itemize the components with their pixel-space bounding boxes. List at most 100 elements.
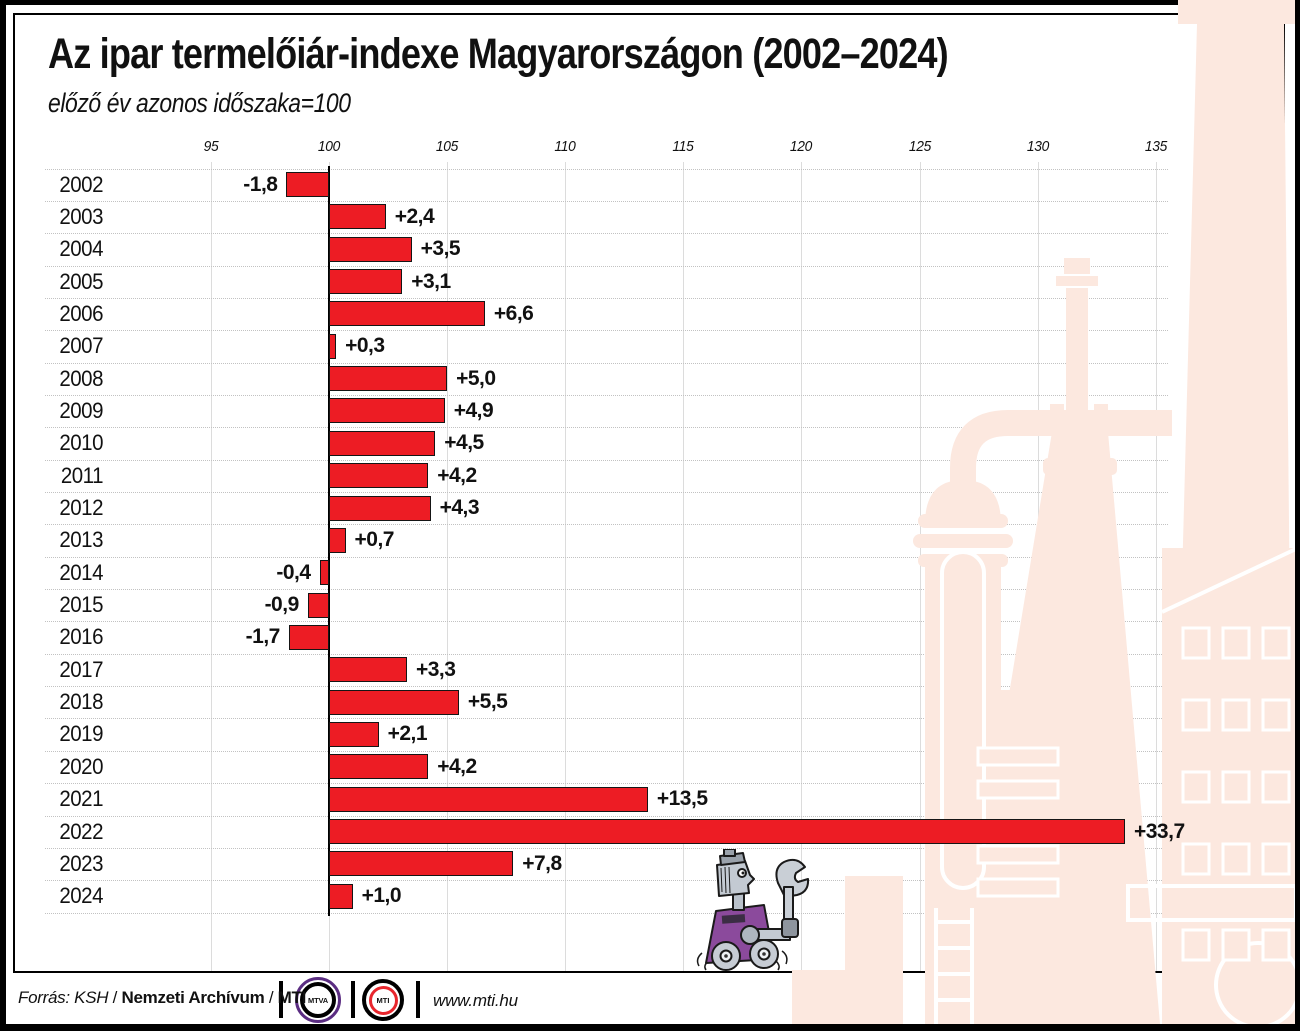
motion-line [781, 950, 788, 965]
year-label: 2009 [59, 397, 103, 423]
horizontal-gridline [45, 686, 1168, 688]
horizontal-gridline [45, 168, 1168, 170]
bar-2020 [329, 754, 429, 780]
horizontal-gridline [45, 589, 1168, 591]
horizontal-gridline [45, 427, 1168, 429]
source-credit: Forrás: KSH / Nemzeti Archívum / MTI [18, 988, 306, 1008]
bar-2017 [329, 657, 407, 683]
horizontal-gridline [45, 524, 1168, 526]
footer-divider [279, 981, 283, 1018]
bar-2007 [329, 333, 337, 359]
horizontal-gridline [45, 394, 1168, 396]
robot-mouth-slot [721, 914, 746, 924]
bar-value-label: +4,2 [437, 463, 477, 487]
horizontal-gridline [45, 362, 1168, 364]
bar-2023 [329, 851, 514, 877]
motion-line [696, 952, 703, 967]
horizontal-gridline [45, 297, 1168, 299]
bar-2016 [288, 624, 329, 650]
bar-value-label: +1,0 [361, 884, 402, 908]
horizontal-gridline [45, 783, 1168, 785]
mti-logo-text: MTI [376, 995, 390, 1005]
year-label: 2017 [59, 656, 103, 682]
robot-head-hatch [720, 866, 731, 894]
year-label: 2007 [59, 333, 103, 359]
robot-shoulder [740, 925, 760, 945]
bar-value-label: +4,9 [453, 398, 494, 422]
bar-2008 [329, 366, 448, 392]
baseline-axis [327, 166, 330, 916]
year-label: 2021 [59, 786, 103, 812]
bar-value-label: -1,8 [243, 172, 278, 196]
bar-value-label: +5,0 [456, 366, 496, 390]
year-label: 2018 [59, 689, 103, 715]
robot-pupil [741, 871, 745, 875]
robot-hand [781, 918, 799, 938]
bar-value-label: -0,4 [276, 560, 311, 584]
outer-border-bottom [0, 1024, 1300, 1031]
x-axis-tick-label: 105 [435, 138, 459, 155]
bar-2006 [329, 301, 485, 327]
year-label: 2011 [60, 462, 104, 488]
mti-logo-inner-ring: MTI [368, 985, 398, 1015]
x-axis-tick-label: 115 [672, 138, 694, 155]
year-label: 2014 [59, 559, 103, 585]
footer: Forrás: KSH / Nemzeti Archívum / MTI [0, 973, 790, 1025]
year-label: 2003 [59, 203, 103, 229]
horizontal-gridline [45, 847, 1168, 849]
robot-wheel-axle [724, 954, 728, 958]
footer-divider [351, 981, 355, 1018]
robot-mascot-illustration [696, 849, 810, 971]
year-label: 2020 [59, 753, 103, 779]
source-separator: / [108, 988, 122, 1007]
vertical-gridline [565, 162, 567, 971]
year-label: 2005 [59, 268, 103, 294]
bar-value-label: -1,7 [245, 625, 281, 649]
year-label: 2010 [59, 430, 103, 456]
year-label: 2022 [59, 818, 103, 844]
bar-value-label: +4,3 [439, 496, 480, 519]
source-agency: MTI [277, 988, 307, 1007]
x-axis-tick-label: 120 [790, 138, 813, 155]
bar-value-label: +13,5 [656, 787, 708, 811]
bar-value-label: +33,7 [1133, 819, 1185, 843]
bar-2015 [307, 592, 329, 618]
bar-2014 [319, 560, 329, 586]
bar-2011 [329, 463, 429, 489]
bar-2004 [329, 236, 412, 262]
bar-value-label: +0,7 [354, 528, 395, 552]
horizontal-gridline [45, 330, 1168, 332]
bar-2009 [329, 398, 445, 424]
bar-value-label: +4,5 [444, 431, 484, 455]
footer-divider [416, 981, 420, 1018]
vertical-gridline [801, 162, 803, 971]
bar-value-label: +3,5 [420, 237, 461, 261]
bar-value-label: +0,3 [345, 334, 385, 358]
mtva-logo-text: MTVA [308, 995, 328, 1005]
mtva-logo-inner-ring: MTVA [300, 982, 336, 1018]
robot-hat-stub [723, 849, 736, 857]
x-axis-tick-label: 110 [554, 138, 576, 155]
bar-2013 [329, 527, 346, 553]
horizontal-gridline [45, 718, 1168, 720]
horizontal-gridline [45, 750, 1168, 752]
bar-value-label: +4,2 [437, 754, 477, 778]
year-label: 2008 [59, 365, 103, 391]
year-label: 2015 [59, 592, 103, 618]
outer-border-top [0, 0, 1300, 5]
vertical-gridline [210, 162, 212, 971]
x-axis-tick-label: 135 [1144, 138, 1167, 155]
bar-value-label: +2,4 [394, 204, 435, 228]
horizontal-gridline [45, 556, 1168, 558]
year-label: 2012 [59, 495, 103, 520]
bar-2003 [329, 204, 386, 230]
outer-border-right [1295, 0, 1300, 1031]
robot-neck [732, 892, 745, 911]
page-title: Az ipar termelőiár-indexe Magyarországon… [48, 30, 949, 78]
bar-2019 [329, 721, 379, 747]
bar-2002 [286, 172, 329, 197]
x-axis-tick-label: 130 [1026, 138, 1049, 155]
horizontal-gridline [45, 233, 1168, 235]
horizontal-gridline [45, 653, 1168, 655]
